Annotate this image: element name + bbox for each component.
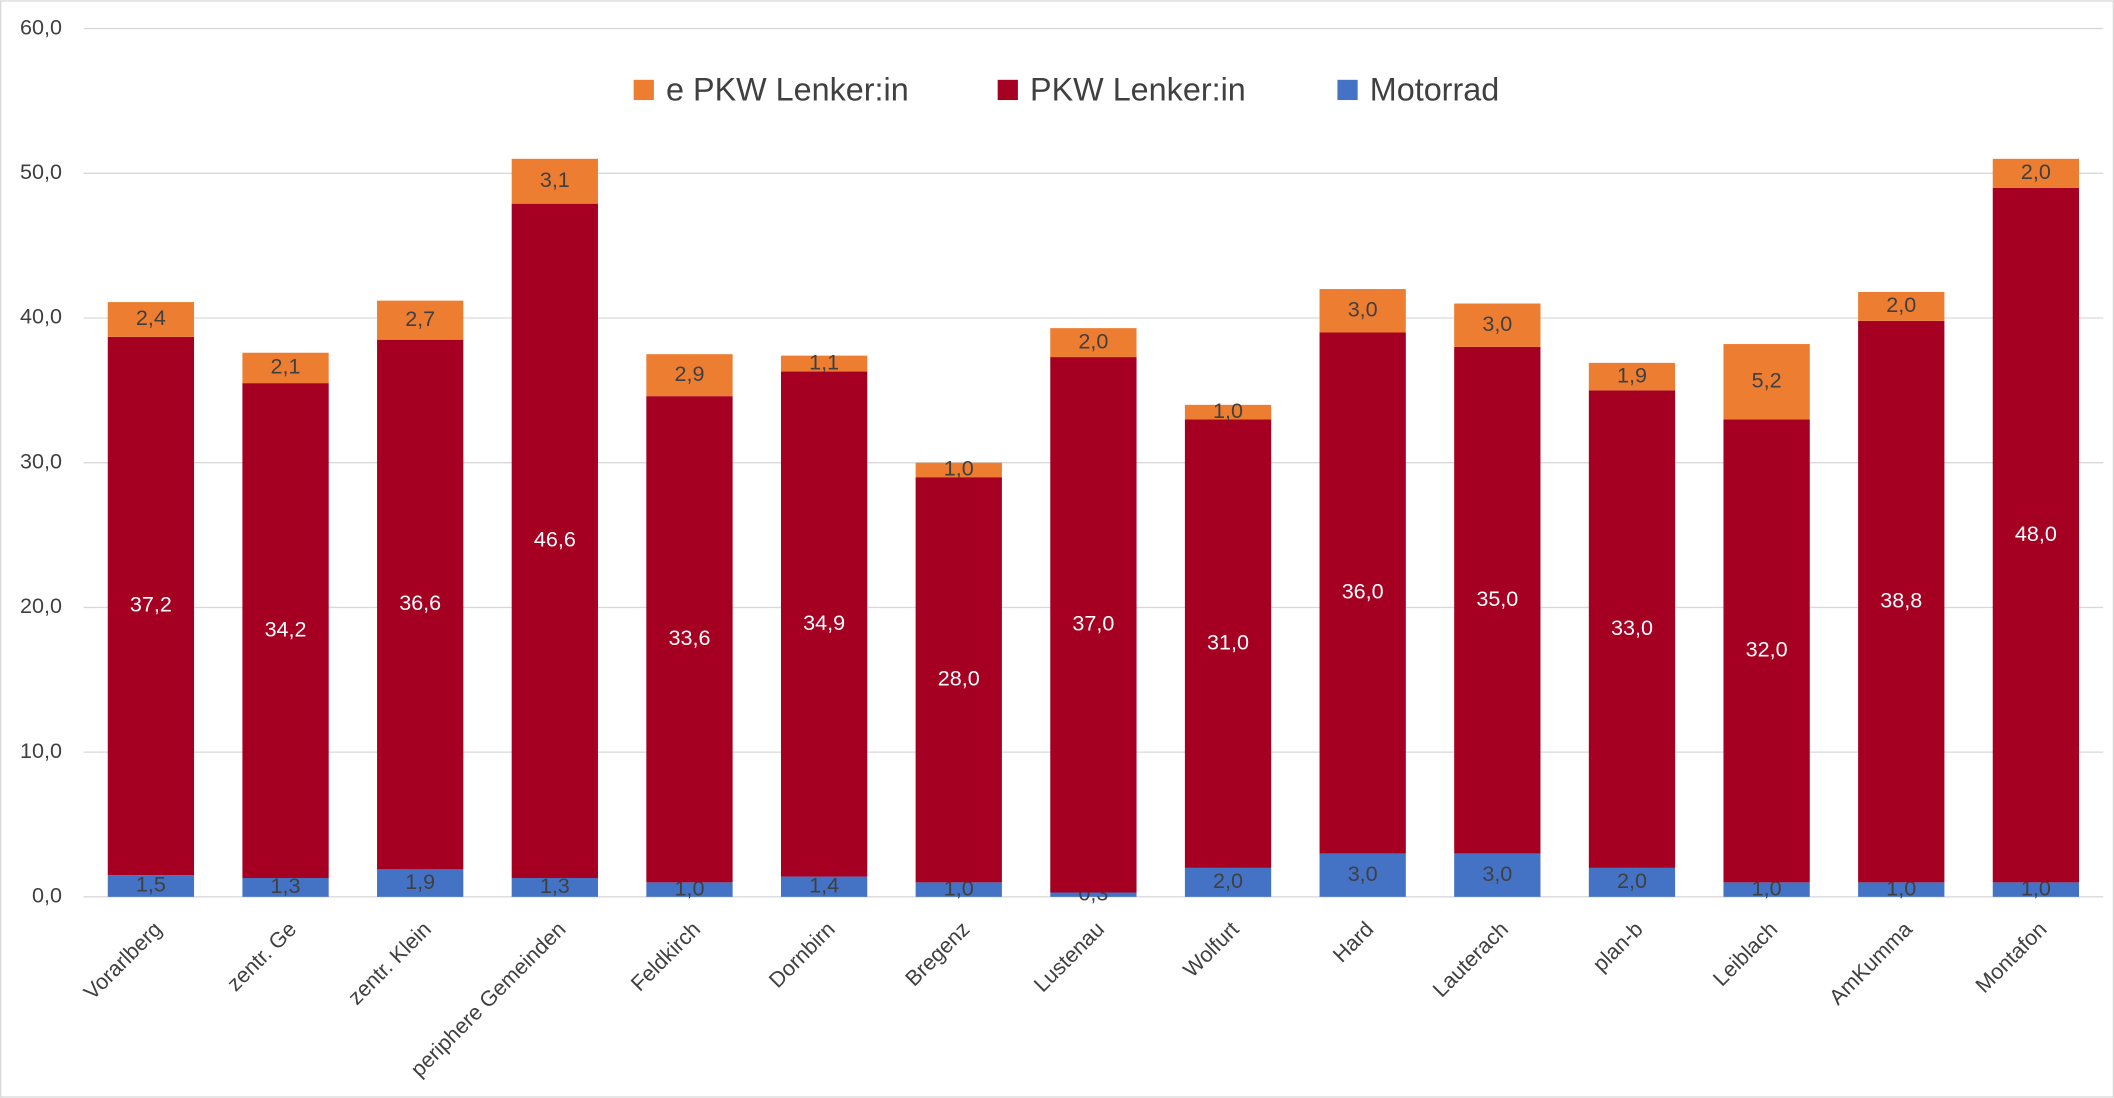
data-label: 5,2: [1752, 367, 1782, 392]
data-label: 2,0: [1078, 328, 1108, 353]
data-label: 1,9: [405, 869, 435, 894]
y-tick-label: 0,0: [32, 883, 62, 908]
bar-segment: [915, 882, 1002, 897]
bar-segment: [1992, 882, 2080, 897]
data-label: 3,0: [1482, 311, 1512, 336]
data-label: 2,0: [1617, 868, 1647, 893]
data-label: 46,6: [534, 527, 576, 552]
bar-segment: [1588, 390, 1676, 868]
data-label: 28,0: [938, 665, 980, 690]
y-tick-label: 50,0: [20, 159, 62, 184]
data-label: 31,0: [1207, 629, 1249, 654]
bar-segment: [511, 158, 598, 204]
legend-label: e PKW Lenker:in: [666, 72, 909, 108]
legend-swatch: [997, 79, 1018, 101]
bar-segment: [1858, 320, 1945, 883]
bar-segment: [511, 878, 598, 897]
bar-segment: [1723, 344, 1810, 420]
data-label: 34,9: [803, 610, 845, 635]
bar-segment: [242, 352, 329, 384]
bar-segment: [377, 300, 464, 340]
bar-segment: [377, 869, 464, 897]
data-label: 37,0: [1072, 610, 1114, 635]
data-label: 2,0: [1213, 868, 1243, 893]
data-label: 3,1: [540, 167, 570, 192]
bar-segment: [242, 383, 329, 879]
bar-segment: [107, 302, 195, 337]
data-label: 3,0: [1348, 861, 1378, 886]
bar-segment: [646, 396, 733, 883]
bar-segment: [1050, 892, 1137, 897]
data-label: 1,0: [944, 456, 974, 481]
bar-segment: [780, 355, 868, 372]
legend-label: Motorrad: [1370, 72, 1499, 108]
data-label: 32,0: [1746, 637, 1788, 662]
data-label: 36,6: [399, 590, 441, 615]
data-label: 3,0: [1482, 861, 1512, 886]
bar-segment: [1992, 187, 2080, 883]
data-label: 2,7: [405, 306, 435, 331]
bar-segment: [1454, 303, 1541, 347]
data-label: 37,2: [130, 592, 172, 617]
bar-segment: [1858, 882, 1945, 897]
bar-segment: [1050, 328, 1137, 358]
data-label: 38,8: [1880, 587, 1922, 612]
bar-segment: [1050, 357, 1137, 893]
bar-segment: [1454, 346, 1541, 854]
bar-segment: [915, 477, 1002, 883]
bar-segment: [1992, 158, 2080, 188]
data-label: 34,2: [265, 616, 307, 641]
data-label: 2,9: [674, 361, 704, 386]
legend-label: PKW Lenker:in: [1030, 72, 1246, 108]
data-label: 2,0: [2021, 159, 2051, 184]
bar-segment: [1723, 882, 1810, 897]
bar-segment: [780, 876, 868, 897]
data-label: 48,0: [2015, 521, 2057, 546]
data-label: 3,0: [1348, 296, 1378, 321]
y-tick-label: 60,0: [20, 14, 62, 39]
y-tick-label: 30,0: [20, 448, 62, 473]
y-tick-label: 40,0: [20, 304, 62, 329]
bar-segment: [1184, 867, 1272, 897]
bar-segment: [1319, 853, 1406, 897]
data-label: 1,0: [1213, 398, 1243, 423]
data-label: 2,4: [136, 305, 166, 330]
bar-segment: [1588, 867, 1676, 897]
bar-segment: [107, 875, 195, 897]
legend-swatch: [633, 79, 654, 101]
y-tick-label: 20,0: [20, 593, 62, 618]
bar-segment: [511, 203, 598, 879]
data-label: 2,1: [271, 354, 301, 379]
legend-swatch: [1337, 79, 1358, 101]
bar-segment: [1858, 291, 1945, 321]
data-label: 2,0: [1886, 292, 1916, 317]
data-label: 1,5: [136, 872, 166, 897]
data-label: 36,0: [1342, 579, 1384, 604]
bar-segment: [1184, 404, 1272, 420]
data-label: 33,6: [668, 625, 710, 650]
bar-segment: [646, 354, 733, 397]
bar-segment: [1319, 332, 1406, 854]
data-label: 1,1: [809, 349, 839, 374]
bar-segment: [646, 882, 733, 897]
bar-segment: [915, 462, 1002, 478]
bar-segment: [1588, 362, 1676, 391]
bar-segment: [1723, 419, 1810, 883]
bar-segment: [107, 336, 195, 876]
bar-segment: [242, 878, 329, 897]
y-tick-label: 10,0: [20, 738, 62, 763]
data-label: 1,9: [1617, 362, 1647, 387]
bar-segment: [1184, 419, 1272, 868]
data-label: 35,0: [1476, 586, 1518, 611]
data-label: 33,0: [1611, 615, 1653, 640]
bar-segment: [780, 371, 868, 877]
bar-segment: [1454, 853, 1541, 897]
bar-segment: [377, 339, 464, 870]
bar-segment: [1319, 289, 1406, 333]
